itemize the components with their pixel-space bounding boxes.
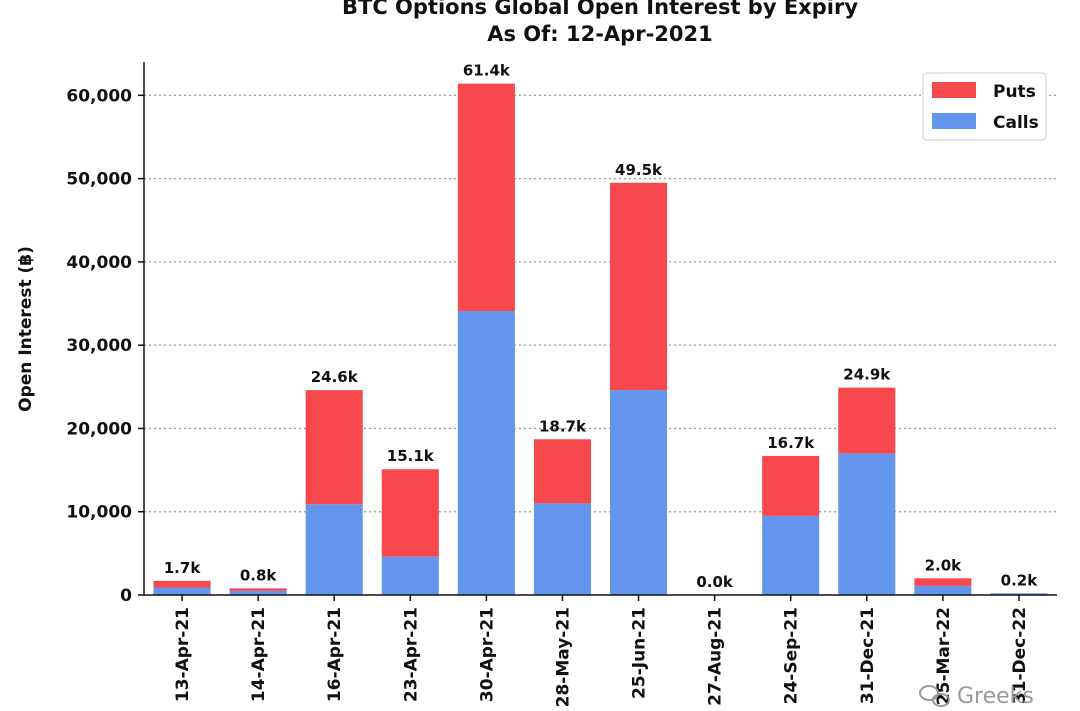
data-label: 2.0k <box>925 556 963 574</box>
bar-calls <box>838 453 896 595</box>
legend-label-puts: Puts <box>993 82 1036 102</box>
x-tick-labels: 13-Apr-21 14-Apr-21 16-Apr-21 23-Apr-21 30-A… <box>173 595 1030 707</box>
x-tick-label: 25-Jun-21 <box>630 607 650 699</box>
data-label: 0.0k <box>696 573 734 591</box>
x-tick-label: 23-Apr-21 <box>401 607 421 702</box>
bar-calls <box>533 503 591 595</box>
x-tick-label: 14-Apr-21 <box>249 607 269 702</box>
y-tick-label: 30,000 <box>66 336 132 356</box>
data-label: 1.7k <box>164 559 202 577</box>
bar-puts <box>457 83 515 312</box>
x-tick-label: 30-Apr-21 <box>477 607 497 702</box>
y-tick-label: 0 <box>120 586 132 606</box>
data-label: 18.7k <box>539 417 587 435</box>
bar-calls <box>229 590 287 595</box>
data-labels: 1.7k 0.8k 24.6k 15.1k 61.4k 18.7k 49.5k 0.0k 16.… <box>164 62 1038 591</box>
data-label: 16.7k <box>767 434 815 452</box>
bar-puts <box>914 578 972 586</box>
data-label: 24.6k <box>311 368 359 386</box>
bar-calls <box>305 504 363 595</box>
data-label: 0.2k <box>1001 571 1039 589</box>
data-label: 0.8k <box>240 566 278 584</box>
data-label: 15.1k <box>387 447 435 465</box>
x-tick-label: 27-Aug-21 <box>706 607 726 706</box>
bar-calls <box>153 587 211 595</box>
y-tick-label: 20,000 <box>66 419 132 439</box>
data-label: 61.4k <box>463 62 511 80</box>
watermark: Greeks <box>919 684 1034 709</box>
data-label: 24.9k <box>843 366 891 384</box>
bar-puts <box>381 469 439 557</box>
wechat-icon <box>919 685 950 707</box>
y-axis-label: Open Interest (฿) <box>16 246 36 412</box>
bar-calls <box>457 311 515 595</box>
x-tick-label: 16-Apr-21 <box>325 607 345 702</box>
bar-calls <box>762 515 820 595</box>
bar-puts <box>762 455 820 516</box>
bar-calls <box>610 390 668 595</box>
bar-puts <box>305 390 363 505</box>
chart-subtitle: As Of: 12-Apr-2021 <box>487 22 713 46</box>
bar-puts <box>533 439 591 504</box>
bar-calls <box>914 585 972 595</box>
data-label: 49.5k <box>615 161 663 179</box>
y-tick-label: 10,000 <box>66 503 132 523</box>
x-tick-label: 13-Apr-21 <box>173 607 193 702</box>
x-tick-label: 31-Dec-21 <box>858 607 878 704</box>
x-tick-label: 24-Sep-21 <box>782 607 802 704</box>
watermark-text: Greeks <box>957 684 1034 709</box>
bar-calls <box>381 556 439 595</box>
legend-swatch-calls <box>932 113 976 129</box>
axes <box>143 62 1057 596</box>
bar-puts <box>838 387 896 454</box>
chart-title: BTC Options Global Open Interest by Expi… <box>342 0 858 19</box>
y-tick-label: 50,000 <box>66 170 132 190</box>
legend-swatch-puts <box>932 82 976 98</box>
x-tick-label: 31-Dec-22 <box>1010 607 1030 704</box>
bar-calls <box>990 593 1048 595</box>
x-tick-label: 28-May-21 <box>553 607 573 707</box>
y-tick-label: 40,000 <box>66 253 132 273</box>
y-tick-label: 60,000 <box>66 86 132 106</box>
y-tick-labels: 0 10,000 20,000 30,000 40,000 50,000 60,000 <box>66 86 144 606</box>
bar-puts <box>610 182 668 391</box>
legend-label-calls: Calls <box>993 113 1039 133</box>
x-tick-label: 25-Mar-22 <box>934 607 954 705</box>
bar-puts <box>229 588 287 591</box>
bar-puts <box>153 580 211 588</box>
bars <box>153 83 1048 595</box>
gridlines <box>144 94 1057 513</box>
legend: Puts Calls <box>922 72 1047 141</box>
